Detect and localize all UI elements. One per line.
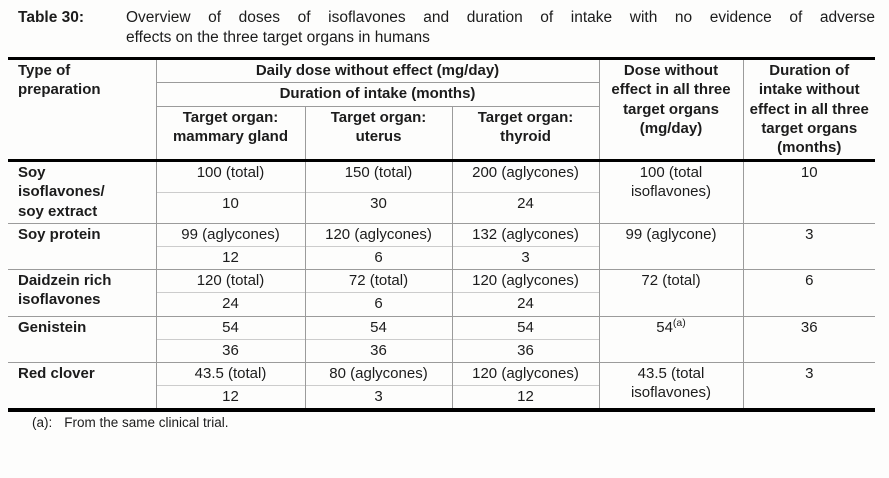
- header-row-3: Target organ: mammary gland Target organ…: [8, 106, 875, 163]
- row-label: Daidzein rich isoflavones: [8, 269, 156, 317]
- doses-table: Type of preparation Daily dose without e…: [8, 57, 875, 413]
- table-caption-line2: effects on the three target organs in hu…: [126, 29, 430, 47]
- cell-thyroid-months: 36: [451, 338, 599, 363]
- cell-uterus-dose: 54: [304, 315, 452, 340]
- cell-mammary-months: 24: [155, 292, 305, 317]
- cell-thyroid-dose: 120 (aglycones): [451, 361, 599, 386]
- row-label: Soy protein: [8, 222, 156, 270]
- table-row: Soy isoflavones/ soy extract 100 (total)…: [8, 160, 875, 224]
- cell-thyroid-months: 24: [451, 192, 599, 224]
- cell-mammary-months: 12: [155, 385, 305, 413]
- table-footnote: (a): From the same clinical trial.: [32, 415, 875, 430]
- cell-uterus-months: 6: [304, 292, 452, 317]
- table-caption-text: Overview of doses of isoflavones and dur…: [126, 8, 875, 48]
- col-header-duration-all-three: Duration of intake without effect in all…: [742, 58, 875, 163]
- cell-uterus-months: 6: [304, 245, 452, 270]
- cell-all-months: 6: [742, 269, 875, 317]
- col-header-target-uterus: Target organ: uterus: [304, 106, 452, 163]
- table-row-months: 12 6 3: [8, 245, 875, 270]
- header-row-1: Type of preparation Daily dose without e…: [8, 58, 875, 163]
- cell-uterus-dose: 72 (total): [304, 269, 452, 293]
- cell-mammary-dose: 99 (aglycones): [155, 222, 305, 247]
- col-header-daily-dose-group: Daily dose without effect (mg/day): [155, 58, 599, 84]
- col-header-target-thyroid: Target organ: thyroid: [451, 106, 599, 163]
- table-row: Daidzein rich isoflavones 120 (total) 72…: [8, 269, 875, 317]
- cell-mammary-dose: 100 (total): [155, 160, 305, 193]
- cell-all-dose: 99 (aglycone): [598, 222, 743, 270]
- footnote-text: From the same clinical trial.: [64, 415, 229, 431]
- cell-mammary-months: 10: [155, 192, 305, 224]
- table-row: Genistein 54 54 54 54(a) 36: [8, 315, 875, 363]
- col-header-target-mammary: Target organ: mammary gland: [155, 106, 305, 163]
- col-header-dose-all-three: Dose without effect in all three target …: [598, 58, 743, 163]
- cell-all-dose: 100 (total isoflavones): [598, 160, 743, 224]
- cell-all-dose: 72 (total): [598, 269, 743, 317]
- footnote-marker: (a):: [32, 415, 53, 431]
- table-row-months: 24 6 24: [8, 292, 875, 317]
- cell-thyroid-dose: 120 (aglycones): [451, 269, 599, 293]
- cell-all-months: 3: [742, 222, 875, 270]
- col-header-type-of-preparation: Type of preparation: [8, 58, 156, 163]
- table-row-months: 36 36 36: [8, 338, 875, 363]
- cell-thyroid-months: 12: [451, 385, 599, 413]
- cell-mammary-dose: 120 (total): [155, 269, 305, 293]
- cell-all-dose: 54(a): [598, 315, 743, 363]
- table-row-months: 12 3 12: [8, 385, 875, 413]
- cell-mammary-months: 36: [155, 338, 305, 363]
- table-row: Soy protein 99 (aglycones) 120 (aglycone…: [8, 222, 875, 270]
- table-row-months: 10 30 24: [8, 192, 875, 224]
- row-label: Genistein: [8, 315, 156, 363]
- cell-thyroid-months: 3: [451, 245, 599, 270]
- col-header-duration-group: Duration of intake (months): [155, 82, 599, 107]
- table-caption-number: Table 30:: [18, 9, 85, 26]
- table-caption-line1: Overview of doses of isoflavones and dur…: [126, 9, 875, 26]
- cell-all-months: 3: [742, 361, 875, 413]
- cell-mammary-months: 12: [155, 245, 305, 270]
- cell-mammary-dose: 54: [155, 315, 305, 340]
- header-row-2: Duration of intake (months): [8, 82, 875, 107]
- table-caption: Table 30: Overview of doses of isoflavon…: [8, 8, 875, 48]
- row-label: Soy isoflavones/ soy extract: [8, 160, 156, 224]
- cell-thyroid-dose: 132 (aglycones): [451, 222, 599, 247]
- cell-uterus-dose: 150 (total): [304, 160, 452, 193]
- row-label: Red clover: [8, 361, 156, 413]
- document-page: Table 30: Overview of doses of isoflavon…: [8, 8, 875, 430]
- cell-thyroid-dose: 200 (aglycones): [451, 160, 599, 193]
- footnote-marker-superscript: (a): [672, 316, 686, 329]
- cell-uterus-dose: 80 (aglycones): [304, 361, 452, 386]
- cell-mammary-dose: 43.5 (total): [155, 361, 305, 386]
- cell-uterus-months: 3: [304, 385, 452, 413]
- cell-thyroid-months: 24: [451, 292, 599, 317]
- table-row: Red clover 43.5 (total) 80 (aglycones) 1…: [8, 361, 875, 413]
- cell-all-dose: 43.5 (total isoflavones): [598, 361, 743, 413]
- cell-uterus-months: 36: [304, 338, 452, 363]
- cell-thyroid-dose: 54: [451, 315, 599, 340]
- cell-uterus-months: 30: [304, 192, 452, 224]
- cell-all-months: 10: [742, 160, 875, 224]
- cell-all-months: 36: [742, 315, 875, 363]
- cell-uterus-dose: 120 (aglycones): [304, 222, 452, 247]
